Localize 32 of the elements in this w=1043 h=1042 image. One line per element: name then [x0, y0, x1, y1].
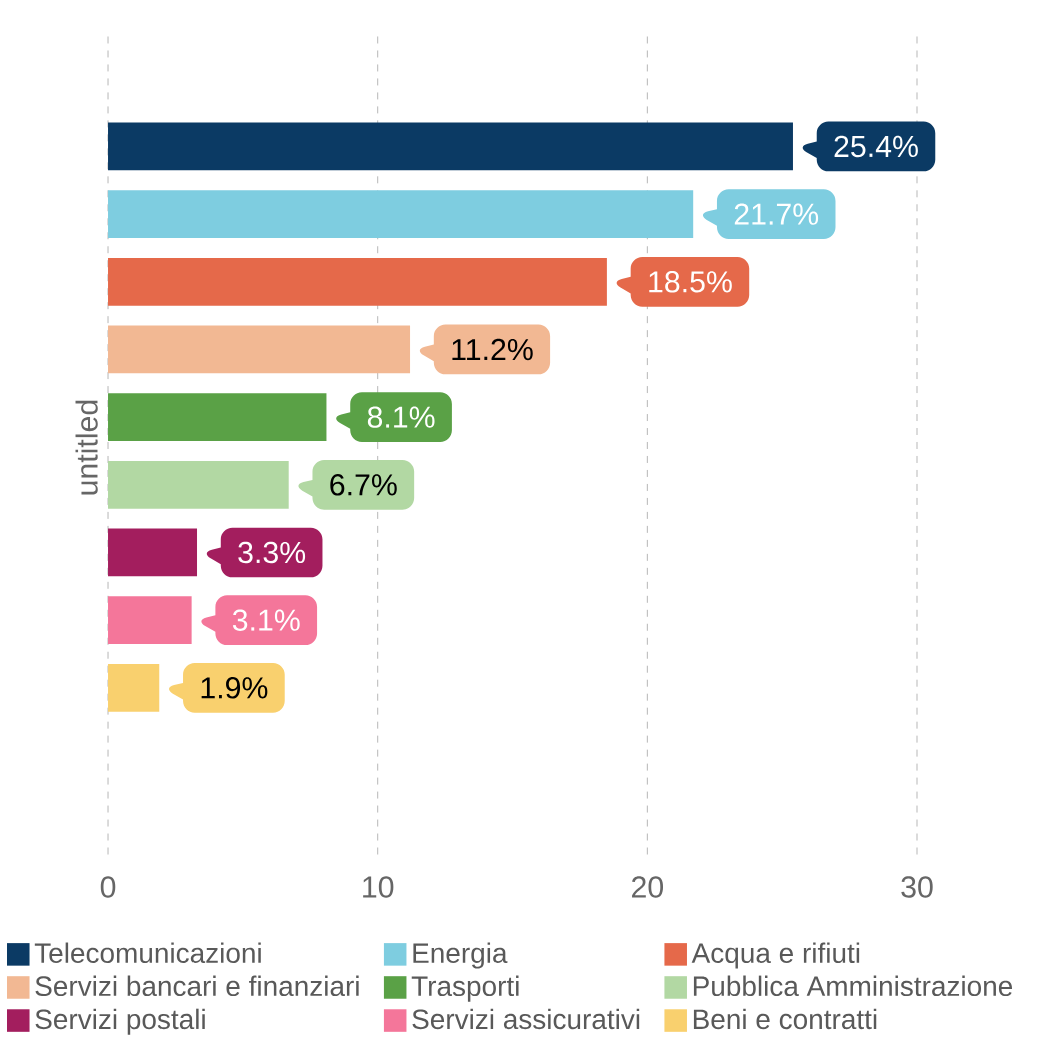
x-tick-label: 10: [363, 876, 394, 898]
bar: [108, 190, 694, 239]
data-label: 18.5%: [649, 271, 732, 293]
data-label: 1.9%: [201, 677, 268, 699]
legend-label: Telecomunicazioni: [34, 942, 261, 964]
data-label: 11.2%: [452, 338, 533, 361]
bar: [108, 664, 160, 712]
bar: [108, 393, 327, 442]
bar: [108, 122, 793, 171]
legend-label: Energia: [413, 942, 508, 969]
data-label: 8.1%: [367, 406, 435, 428]
bar: [108, 596, 192, 645]
bar: [108, 461, 289, 509]
data-label: 3.3%: [238, 541, 306, 564]
x-tick-label: 0: [100, 876, 116, 898]
legend-label: Acqua e rifiuti: [691, 942, 860, 969]
legend-label: Servizi bancari e finanziari: [35, 975, 359, 997]
bar: [108, 528, 198, 577]
x-tick-label: 20: [632, 876, 664, 898]
data-label: 21.7%: [734, 203, 819, 225]
legend-label: Servizi assicurativi: [412, 1008, 640, 1030]
bar: [108, 325, 411, 374]
legend-label: Servizi postali: [35, 1008, 205, 1035]
x-tick-label: 30: [901, 876, 933, 898]
y-axis-title: untitled: [75, 400, 98, 495]
legend-label: Trasporti: [411, 975, 519, 1002]
legend-label: Beni e contratti: [693, 1008, 877, 1030]
legend-label: Pubblica Amministrazione: [693, 975, 1013, 997]
bar: [108, 258, 607, 306]
data-label: 3.1%: [232, 609, 300, 632]
data-label: 6.7%: [330, 474, 397, 496]
data-label: 25.4%: [834, 135, 918, 158]
